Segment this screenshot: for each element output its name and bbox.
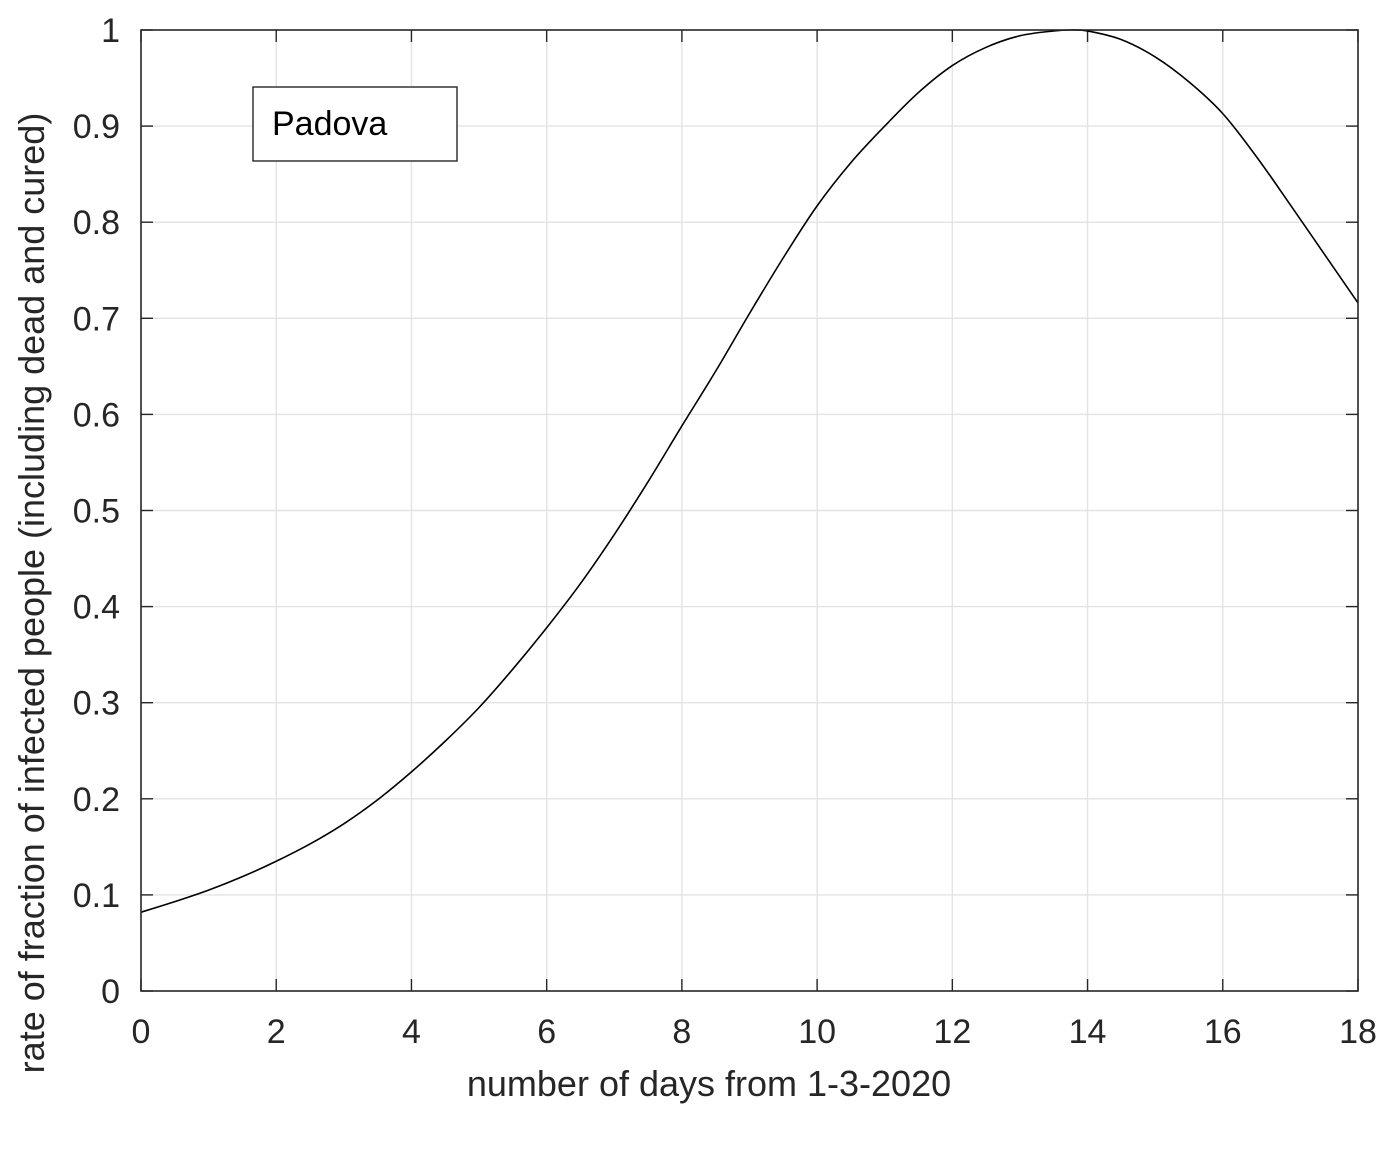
y-tick-label: 1	[101, 12, 120, 50]
x-tick-label: 16	[1204, 1013, 1242, 1051]
x-tick-label: 8	[672, 1013, 691, 1051]
y-axis-tick-labels: 0 0.1 0.2 0.3 0.4 0.5 0.6 0.7 0.8 0.9 1	[73, 12, 120, 1011]
x-tick-label: 12	[933, 1013, 971, 1051]
x-tick-label: 4	[402, 1013, 421, 1051]
x-axis-tick-labels: 0 2 4 6 8 10 12 14 16 18	[132, 1013, 1377, 1051]
legend-box	[252, 86, 458, 162]
grid-lines	[141, 30, 1358, 991]
y-tick-label: 0.6	[73, 396, 120, 434]
legend-entry-label: Padova	[272, 105, 387, 143]
y-tick-label: 0.7	[73, 300, 120, 338]
y-tick-label: 0.4	[73, 589, 120, 627]
series-line-padova	[140, 29, 1359, 913]
y-axis-label: rate of fraction of infected people (inc…	[11, 113, 52, 1074]
plot-frame	[140, 29, 1359, 992]
y-tick-label: 0.9	[73, 108, 120, 146]
y-tick-label: 0.5	[73, 493, 120, 531]
y-tick-label: 0.8	[73, 204, 120, 242]
y-tick-label: 0.3	[73, 685, 120, 723]
legend: Padova	[252, 86, 458, 162]
y-tick-label: 0.1	[73, 877, 120, 915]
y-tick-label: 0	[101, 973, 120, 1011]
x-tick-label: 18	[1339, 1013, 1377, 1051]
x-axis-label: number of days from 1-3-2020	[467, 1063, 951, 1104]
x-tick-label: 14	[1069, 1013, 1107, 1051]
x-tick-label: 0	[132, 1013, 151, 1051]
x-tick-label: 2	[267, 1013, 286, 1051]
x-tick-label: 10	[798, 1013, 836, 1051]
x-tick-label: 6	[537, 1013, 556, 1051]
y-tick-label: 0.2	[73, 781, 120, 819]
